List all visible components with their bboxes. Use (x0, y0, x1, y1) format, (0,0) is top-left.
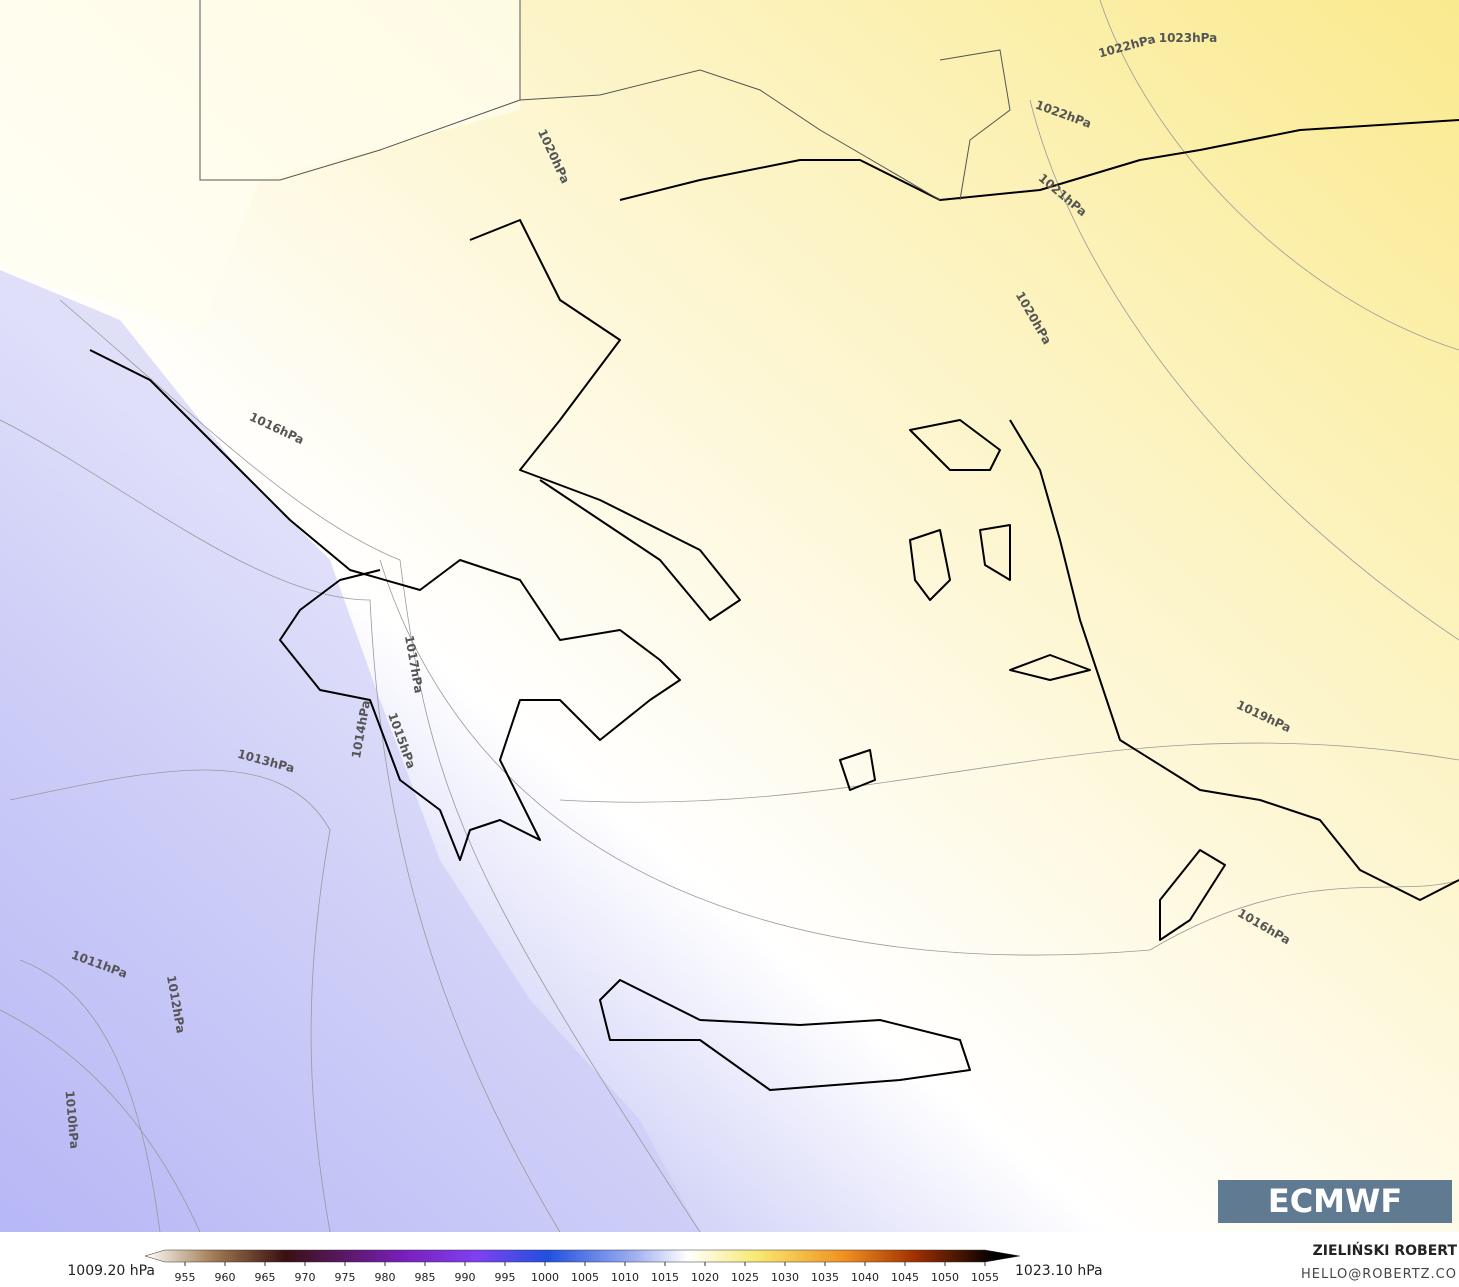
mainland-coast (89, 349, 681, 861)
colorbar-tick-label: 1000 (531, 1271, 559, 1284)
colorbar-tick-label: 1040 (851, 1271, 879, 1284)
isobar (1099, 0, 1459, 351)
island (909, 419, 1001, 471)
logo: ECMWF (1268, 1182, 1402, 1220)
crete (599, 979, 971, 1091)
colorbar-tick-label: 1025 (731, 1271, 759, 1284)
logo-box (1218, 1180, 1452, 1223)
colorbar (144, 1249, 1021, 1263)
island (909, 529, 951, 601)
colorbar-tick-label: 1035 (811, 1271, 839, 1284)
border (199, 0, 941, 201)
island (979, 524, 1011, 581)
isobar-label: 1010hPa (62, 1090, 81, 1150)
north-coast (469, 219, 741, 621)
rhodes (1159, 849, 1226, 941)
colorbar-tick-label: 955 (175, 1271, 196, 1284)
border (939, 49, 1011, 201)
colorbar-tick-label: 1030 (771, 1271, 799, 1284)
thrace-coast (619, 119, 1459, 201)
isobar (379, 559, 1459, 956)
isobar (0, 1009, 201, 1233)
email: HELLO@ROBERTZ.CO (1301, 1267, 1457, 1282)
colorbar-tick-label: 980 (375, 1271, 396, 1284)
colorbar-tick-label: 1005 (571, 1271, 599, 1284)
colorbar-tick-label: 960 (215, 1271, 236, 1284)
colorbar-tick-label: 990 (455, 1271, 476, 1284)
isobar (0, 419, 561, 1233)
colorbar-ticks: 955 960 965 970 975 980 985 990 995 1000 1005 1010 1… (175, 1262, 999, 1284)
min-label: 1009.20 hPa (67, 1263, 155, 1279)
colorbar-tick-label: 995 (495, 1271, 516, 1284)
isobar (19, 959, 161, 1233)
colorbar-tick-label: 1015 (651, 1271, 679, 1284)
isobar-label: 1023hPa (1159, 31, 1218, 45)
isobar (559, 742, 1459, 803)
isobar (9, 769, 331, 1233)
borders (199, 0, 1011, 201)
colorbar-tick-label: 965 (255, 1271, 276, 1284)
low-pressure-area (0, 270, 700, 1232)
colorbar-tick-label: 985 (415, 1271, 436, 1284)
colorbar-tick-label: 1055 (971, 1271, 999, 1284)
max-label: 1023.10 hPa (1015, 1263, 1103, 1279)
turkey-coast (1009, 419, 1459, 901)
author: ZIELIŃSKI ROBERT (1313, 1241, 1458, 1259)
island (839, 749, 876, 791)
colorbar-tick-label: 1010 (611, 1271, 639, 1284)
colorbar-tick-label: 1050 (931, 1271, 959, 1284)
coastlines (89, 119, 1459, 1091)
colorbar-tick-label: 1045 (891, 1271, 919, 1284)
colorbar-tick-label: 1020 (691, 1271, 719, 1284)
island (1009, 654, 1091, 681)
colorbar-tick-label: 970 (295, 1271, 316, 1284)
land-area (0, 0, 520, 330)
isobar (59, 299, 701, 1233)
colorbar-tick-label: 975 (335, 1271, 356, 1284)
